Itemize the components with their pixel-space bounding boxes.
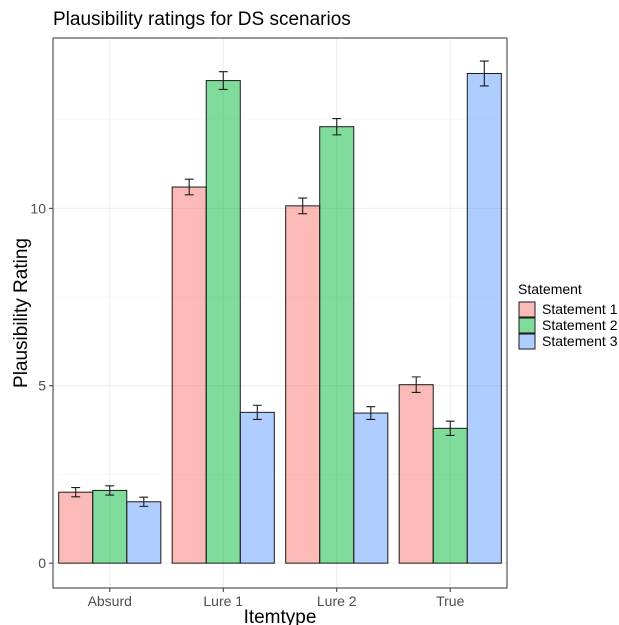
bar: [126, 501, 162, 564]
legend-label: Statement 3: [542, 333, 618, 349]
panel-border: [52, 37, 508, 589]
y-tick-label: 5: [38, 378, 46, 394]
bars-group: [58, 72, 502, 564]
error-bar: [184, 178, 194, 196]
x-tick-label: Lure 1: [203, 593, 243, 609]
y-axis-title: Plausibility Rating: [11, 238, 32, 388]
x-tick-label: Lure 2: [317, 593, 357, 609]
plot-panel: [52, 37, 508, 589]
error-bar: [105, 485, 115, 496]
x-axis: Absurd Lure 1 Lure 2 True: [88, 588, 465, 609]
error-bar: [252, 404, 262, 421]
bar: [92, 489, 128, 564]
legend-key: [518, 317, 536, 334]
legend-key: [518, 301, 536, 318]
error-bars-group: [71, 60, 489, 507]
error-bar: [218, 71, 228, 91]
bar: [205, 80, 241, 564]
chart-title: Plausibility ratings for DS scenarios: [53, 9, 351, 30]
error-bar: [71, 487, 81, 498]
bar: [171, 186, 207, 564]
bar: [398, 384, 434, 564]
bar: [353, 412, 389, 564]
legend-label: Statement 1: [542, 301, 618, 317]
x-axis-title: Itemtype: [244, 607, 317, 625]
bar: [285, 205, 321, 564]
legend-label: Statement 2: [542, 317, 618, 333]
y-tick-label: 10: [30, 200, 46, 216]
error-bar: [298, 197, 308, 215]
x-tick-label: True: [436, 593, 464, 609]
error-bar: [332, 117, 342, 136]
error-bar: [139, 496, 149, 507]
error-bar: [366, 406, 376, 421]
y-tick-label: 0: [38, 555, 46, 571]
bar: [432, 427, 468, 564]
error-bar: [411, 376, 421, 394]
error-bar: [445, 420, 455, 436]
error-bar: [479, 60, 489, 87]
bar: [58, 491, 94, 564]
bar: [239, 411, 275, 564]
legend-title: Statement: [518, 281, 582, 297]
legend-key: [518, 333, 536, 350]
x-tick-label: Absurd: [88, 593, 132, 609]
bar: [466, 72, 502, 564]
bar: [319, 126, 355, 564]
y-axis: 0 5 10: [30, 200, 53, 571]
